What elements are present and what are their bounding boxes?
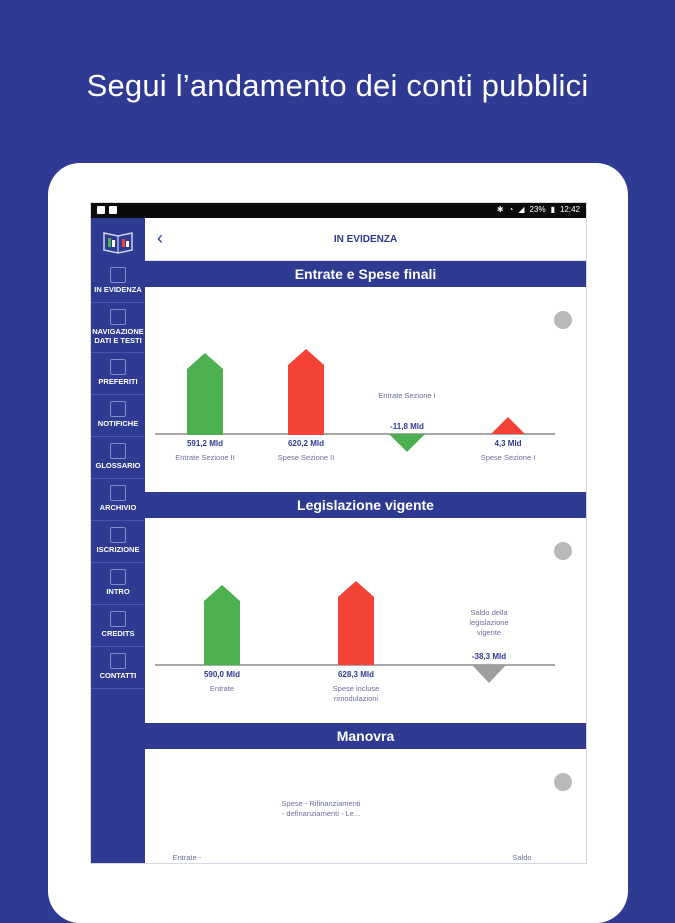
sidebar-item-preferiti[interactable]: PREFERITI — [91, 353, 145, 393]
battery-level: 23% — [529, 205, 546, 214]
sidebar-item-label: CONTATTI — [99, 671, 137, 680]
divider — [91, 688, 145, 689]
divider — [91, 478, 145, 479]
divider — [91, 394, 145, 395]
value-label: 590,0 Mld — [203, 670, 240, 679]
sidebar-item-label: GLOSSARIO — [95, 461, 141, 470]
sidebar-item-glossario[interactable]: GLOSSARIO — [91, 437, 145, 477]
info-button[interactable] — [554, 311, 572, 329]
status-bar: ✱ ◔ ◢ 23% ▮ 12:42 — [91, 203, 586, 218]
sidebar-item-label: IN EVIDENZA — [94, 285, 142, 294]
divider — [91, 646, 145, 647]
value-label: 591,2 Mld — [186, 439, 223, 448]
home-icon — [110, 267, 126, 283]
section-header-entrate-spese: Entrate e Spese finali — [145, 261, 586, 287]
chart-panel-manovra: Spese - Rifinanziamenti - definanziament… — [145, 749, 586, 863]
document-icon — [110, 309, 126, 325]
category-label: Entrate — [209, 684, 235, 693]
divider — [91, 352, 145, 353]
top-bar: ‹ IN EVIDENZA — [145, 218, 586, 261]
sidebar-item-label: ISCRIZIONE — [96, 545, 140, 554]
star-icon — [110, 359, 126, 375]
notification-icon — [97, 206, 105, 214]
battery-icon: ▮ — [550, 205, 555, 214]
value-label: 628,3 Mld — [337, 670, 374, 679]
category-label: Spese Sezione II — [277, 453, 335, 462]
back-icon[interactable]: ‹ — [157, 228, 163, 248]
image-icon — [109, 206, 117, 214]
sidebar-item-label: NAVIGAZIONE DATI E TESTI — [92, 327, 144, 345]
sidebar-item-label: CREDITS — [101, 629, 135, 638]
archive-icon — [110, 485, 126, 501]
video-icon — [110, 569, 126, 585]
chart-panel-legislazione: 590,0 Mld Entrate 628,3 Mld Spese inclus… — [145, 518, 586, 718]
sidebar-item-label: ARCHIVIO — [99, 503, 137, 512]
page-title: IN EVIDENZA — [333, 234, 398, 245]
signal-icon: ◢ — [518, 205, 525, 214]
status-right: ✱ ◔ ◢ 23% ▮ 12:42 — [497, 205, 580, 214]
category-label: Entrate Sezione I — [378, 391, 436, 400]
status-left — [97, 206, 117, 214]
category-label: Spese Sezione I — [480, 453, 536, 462]
category-label: Saldo — [512, 853, 532, 862]
divider — [91, 302, 145, 303]
book-icon — [110, 443, 126, 459]
sidebar-item-navigazione[interactable]: NAVIGAZIONE DATI E TESTI — [91, 303, 145, 351]
section-header-legislazione: Legislazione vigente — [145, 492, 586, 518]
bar-spese-sez2 — [288, 349, 324, 435]
sidebar-item-label: PREFERITI — [98, 377, 138, 386]
sidebar-item-iscrizione[interactable]: ISCRIZIONE — [91, 521, 145, 561]
sidebar-item-intro[interactable]: INTRO — [91, 563, 145, 603]
category-label: Saldo della legislazione vigente — [469, 608, 509, 637]
value-label: -11,8 Mld — [390, 422, 424, 431]
category-label: Spese incluse rimodulazioni — [332, 684, 380, 703]
app-logo-icon — [101, 228, 135, 254]
info-button[interactable] — [554, 773, 572, 791]
bar-saldo — [472, 665, 506, 683]
bar-spese-rimodulazioni — [338, 581, 374, 665]
bar-entrate-sez2 — [187, 353, 223, 435]
app-screen: ✱ ◔ ◢ 23% ▮ 12:42 IN EVIDENZA NAVIGAZION… — [91, 203, 586, 863]
sidebar-item-archivio[interactable]: ARCHIVIO — [91, 479, 145, 519]
chart-baseline — [155, 664, 555, 666]
category-label: Entrate - — [172, 853, 202, 862]
chart-baseline — [155, 433, 555, 435]
value-label: 620,2 Mld — [287, 439, 324, 448]
bar-spese-sez1 — [491, 417, 525, 434]
sidebar: IN EVIDENZA NAVIGAZIONE DATI E TESTI PRE… — [91, 218, 145, 863]
divider — [91, 562, 145, 563]
sidebar-item-notifiche[interactable]: NOTIFICHE — [91, 395, 145, 435]
mail-icon — [110, 527, 126, 543]
value-label: -38,3 Mld — [471, 652, 507, 661]
info-button[interactable] — [554, 542, 572, 560]
bluetooth-icon: ✱ — [496, 205, 504, 214]
copyright-icon — [110, 611, 126, 627]
bar-entrate-sez1 — [389, 434, 425, 452]
sidebar-item-label: INTRO — [106, 587, 130, 596]
bell-icon — [110, 401, 126, 417]
divider — [91, 604, 145, 605]
sidebar-item-in-evidenza[interactable]: IN EVIDENZA — [91, 261, 145, 301]
headline: Segui l’andamento dei conti pubblici — [86, 68, 589, 103]
value-label: 4,3 Mld — [494, 439, 522, 448]
category-label: Spese - Rifinanziamenti - definanziament… — [281, 799, 361, 818]
wifi-icon: ◔ — [508, 205, 514, 214]
sidebar-item-contatti[interactable]: CONTATTI — [91, 647, 145, 687]
contact-icon — [110, 653, 126, 669]
sidebar-item-credits[interactable]: CREDITS — [91, 605, 145, 645]
divider — [91, 520, 145, 521]
divider — [91, 436, 145, 437]
clock: 12:42 — [559, 205, 580, 214]
section-header-manovra: Manovra — [145, 723, 586, 749]
sidebar-item-label: NOTIFICHE — [97, 419, 139, 428]
category-label: Entrate Sezione II — [175, 453, 235, 462]
bar-entrate — [204, 585, 240, 665]
chart-panel-entrate-spese: 591,2 Mld Entrate Sezione II 620,2 Mld S… — [145, 287, 586, 487]
